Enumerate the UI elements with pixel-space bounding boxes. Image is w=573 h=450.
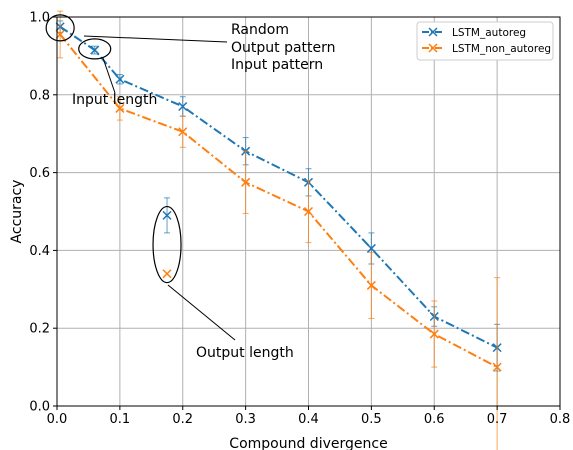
annotation-circle-input-length [78, 38, 112, 60]
data-point-marker [162, 269, 172, 279]
legend-entry: LSTM_autoreg [422, 27, 526, 39]
x-tick-label: 0.1 [110, 412, 131, 427]
annotation-text: Output pattern [231, 40, 336, 56]
legend-label: LSTM_non_autoreg [452, 43, 551, 55]
legend-label: LSTM_autoreg [452, 27, 526, 39]
annotation-leader [83, 35, 228, 43]
marker-stroke [429, 329, 439, 339]
data-point-marker [90, 45, 100, 55]
annotation-circle-random [45, 14, 75, 42]
data-point-marker [366, 280, 376, 290]
data-point-marker [115, 103, 125, 113]
marker-stroke [162, 269, 172, 279]
marker-stroke [428, 27, 438, 37]
x-tick-label: 0.4 [298, 412, 319, 427]
y-tick-label: 0.6 [29, 166, 50, 181]
y-tick-label: 0.4 [29, 244, 50, 259]
y-tick-label: 0.2 [29, 322, 50, 337]
data-point-marker [303, 206, 314, 217]
data-point-marker [241, 177, 251, 187]
annotation-text: Input pattern [231, 57, 323, 73]
data-point-marker [429, 329, 439, 339]
data-point-marker [162, 210, 172, 220]
x-tick-label: 0.0 [47, 412, 68, 427]
plot-data [55, 10, 502, 450]
x-tick-label: 0.3 [235, 412, 256, 427]
marker-stroke [90, 45, 100, 55]
data-point-marker [115, 74, 125, 84]
annotation-leader [102, 57, 116, 94]
y-axis-label: Accuracy [9, 180, 25, 244]
data-point-marker [428, 27, 438, 37]
x-tick-label: 0.8 [550, 412, 571, 427]
marker-stroke [115, 74, 125, 84]
series-LSTM_non_autoreg [55, 10, 502, 450]
data-point-marker [178, 101, 188, 112]
x-tick-label: 0.6 [424, 412, 445, 427]
marker-stroke [162, 210, 172, 220]
annotation-text: Input length [72, 92, 157, 108]
y-tick-label: 0.0 [29, 400, 50, 415]
data-point-marker [492, 362, 502, 372]
data-point-marker [366, 243, 376, 253]
annotation-circle-output-length [152, 205, 182, 284]
y-tick-label: 0.8 [29, 88, 50, 103]
series-line [59, 25, 498, 349]
series-line [59, 33, 498, 368]
axis-ticks: 0.0 0.1 0.2 0.3 0.4 0.5 0.6 0.7 0.8 0.0 0.2 0.4 0.6 0… [29, 11, 570, 428]
y-tick-label: 1.0 [29, 11, 50, 26]
x-tick-label: 0.7 [487, 412, 508, 427]
x-tick-label: 0.5 [361, 412, 382, 427]
marker-stroke [303, 206, 314, 217]
legend-entry: LSTM_non_autoreg [422, 43, 551, 55]
marker-stroke [366, 280, 376, 290]
marker-stroke [178, 101, 188, 112]
marker-stroke [115, 103, 125, 113]
marker-stroke [366, 243, 376, 253]
x-axis-label: Compound divergence [229, 436, 387, 450]
data-point-marker [428, 43, 438, 53]
marker-stroke [178, 127, 188, 137]
marker-stroke [241, 177, 251, 187]
annotation-leader [167, 284, 236, 341]
legend: LSTM_autoreg LSTM_non_autoreg [416, 21, 554, 61]
annotation-text: Output length [196, 345, 294, 361]
annotation-text: Random [231, 22, 289, 38]
x-tick-label: 0.2 [172, 412, 193, 427]
marker-stroke [428, 43, 438, 53]
legend-box [416, 21, 554, 61]
data-point-marker [178, 127, 188, 137]
marker-stroke [492, 362, 502, 372]
